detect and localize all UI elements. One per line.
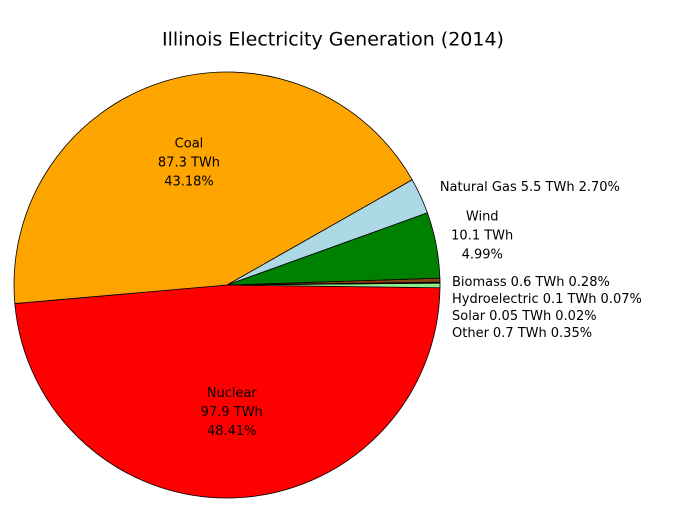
slice-label-part: Solar: [452, 309, 486, 324]
slice-label-part: 2.70%: [579, 180, 620, 195]
slice-label: Nuclear: [207, 386, 258, 401]
slice-label-part: 0.7 TWh: [493, 326, 547, 341]
slice-label-part: 0.07%: [601, 292, 642, 307]
slice-label: 10.1 TWh: [451, 229, 513, 244]
slice-label: Coal: [175, 136, 204, 151]
pie-slice: [14, 284, 441, 499]
slice-label-part: 0.1 TWh: [543, 292, 597, 307]
slice-label: 48.41%: [207, 424, 257, 439]
slice-label-part: Hydroelectric: [452, 292, 539, 307]
chart-title: Illinois Electricity Generation (2014): [162, 29, 504, 51]
slice-label: Natural Gas 5.5 TWh 2.70%: [440, 180, 620, 195]
slice-label-part: Biomass: [452, 275, 507, 290]
slice-label: 87.3 TWh: [158, 155, 220, 170]
pie-slice: [13, 71, 413, 304]
slice-label-part: 0.35%: [551, 326, 592, 341]
slice-label-part: 0.05 TWh: [489, 309, 551, 324]
slice-label-part: 0.28%: [569, 275, 610, 290]
slice-label: Wind: [466, 210, 499, 225]
slice-label: Biomass 0.6 TWh 0.28%: [452, 275, 610, 290]
slice-label-part: Natural Gas: [440, 180, 517, 195]
slice-label-part: Other: [452, 326, 490, 341]
slice-label: 43.18%: [164, 174, 214, 189]
slice-label: 4.99%: [462, 248, 503, 263]
slice-label-part: 5.5 TWh: [521, 180, 575, 195]
slice-label: Solar 0.05 TWh 0.02%: [452, 309, 597, 324]
slice-label: Hydroelectric 0.1 TWh 0.07%: [452, 292, 642, 307]
slice-label: 97.9 TWh: [201, 405, 263, 420]
slice-label-part: 0.02%: [555, 309, 596, 324]
slice-label-part: 0.6 TWh: [511, 275, 565, 290]
slice-label: Other 0.7 TWh 0.35%: [452, 326, 592, 341]
